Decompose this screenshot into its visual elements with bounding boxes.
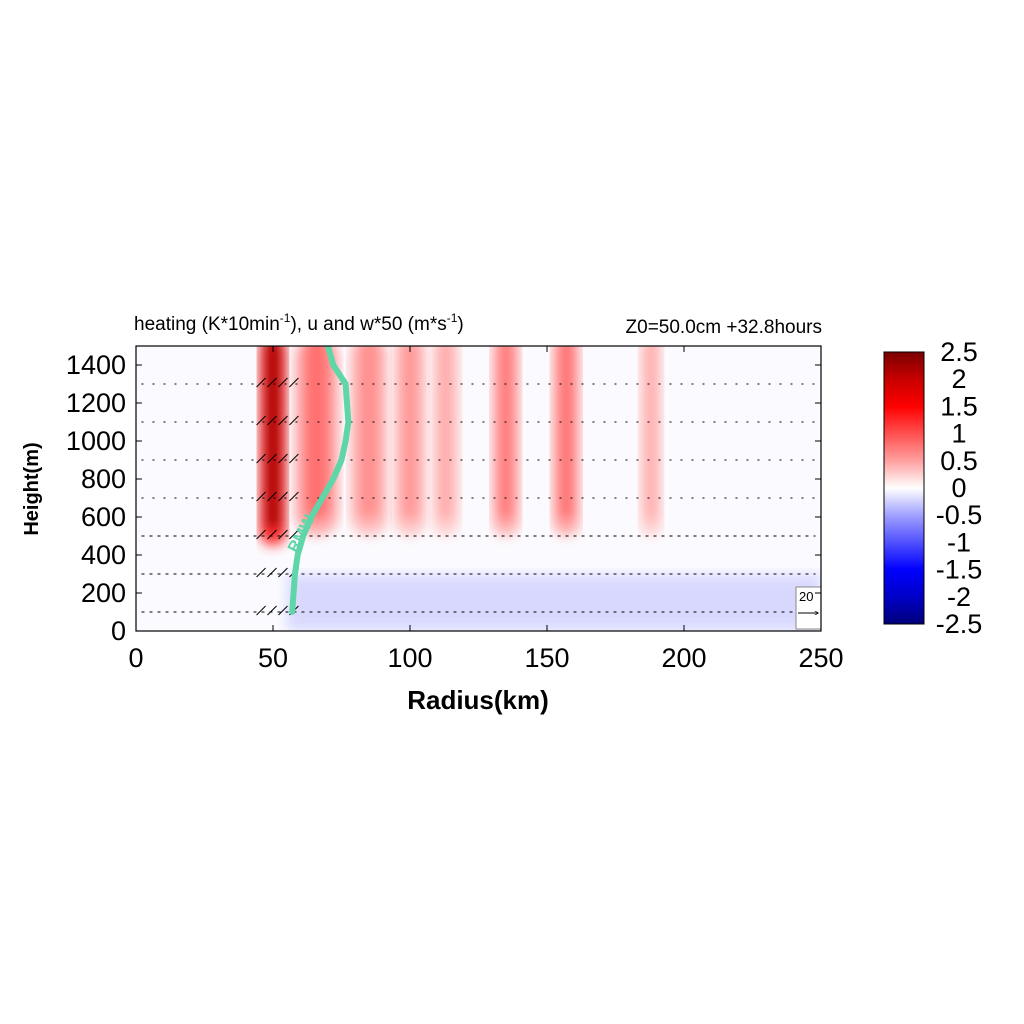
y-tick-label: 400 (81, 540, 126, 570)
y-axis-label: Height(m) (21, 442, 43, 535)
chart-title-right: Z0=50.0cm +32.8hours (626, 317, 822, 338)
heating-band (640, 346, 663, 536)
x-tick-label: 100 (387, 643, 432, 673)
x-axis-label: Radius(km) (407, 685, 549, 715)
wind-vector (256, 453, 299, 464)
wind-vector (256, 529, 299, 540)
heating-band (552, 346, 580, 536)
colorbar-label: 1 (951, 419, 966, 449)
colorbar-label: 1.5 (940, 391, 978, 421)
x-tick-label: 250 (798, 643, 843, 673)
reference-vector-box: 20 (795, 586, 822, 630)
wind-vector (256, 377, 299, 388)
y-tick-label: 1400 (66, 350, 126, 380)
colorbar-label: -1.5 (936, 555, 983, 585)
y-tick-label: 0 (111, 616, 126, 646)
rmw-line (289, 346, 352, 615)
colorbar-labels: 2.521.510.50-0.5-1-1.5-2-2.5 (936, 337, 983, 639)
colorbar-label: -0.5 (936, 500, 983, 530)
y-tick-label: 1200 (66, 388, 126, 418)
plot-frame (135, 345, 822, 632)
cooling-layer (286, 574, 821, 631)
heating-band (393, 346, 427, 536)
reference-vector-label: 20 (799, 589, 813, 604)
colorbar-label: 0 (951, 473, 966, 503)
x-tick-label: 50 (258, 643, 288, 673)
x-tick-label: 0 (128, 643, 143, 673)
x-tick-label: 200 (661, 643, 706, 673)
colorbar-label: -2 (947, 582, 971, 612)
wind-vectors (141, 377, 816, 616)
x-tick-label: 150 (524, 643, 569, 673)
heating-band (259, 346, 287, 546)
y-tick-label: 600 (81, 502, 126, 532)
wind-vector (256, 415, 299, 426)
colorbar (883, 351, 925, 625)
heating-band (492, 346, 520, 536)
y-axis: 0 200 400 600 800 1000 1200 1400 (66, 350, 821, 646)
x-axis: 0 50 100 150 200 250 (128, 346, 844, 673)
colorbar-label: -2.5 (936, 609, 983, 639)
y-tick-label: 800 (81, 464, 126, 494)
wind-vector (256, 491, 299, 502)
chart-title: heating (K*10min-1), u and w*50 (m*s-1) (134, 311, 464, 335)
y-tick-label: 200 (81, 578, 126, 608)
colorbar-label: 2 (951, 364, 966, 394)
heating-band (431, 346, 460, 536)
heating-field (136, 346, 821, 631)
y-tick-label: 1000 (66, 426, 126, 456)
colorbar-label: -1 (947, 527, 971, 557)
colorbar-label: 0.5 (940, 446, 978, 476)
heating-band (349, 346, 389, 536)
colorbar-label: 2.5 (940, 337, 978, 367)
